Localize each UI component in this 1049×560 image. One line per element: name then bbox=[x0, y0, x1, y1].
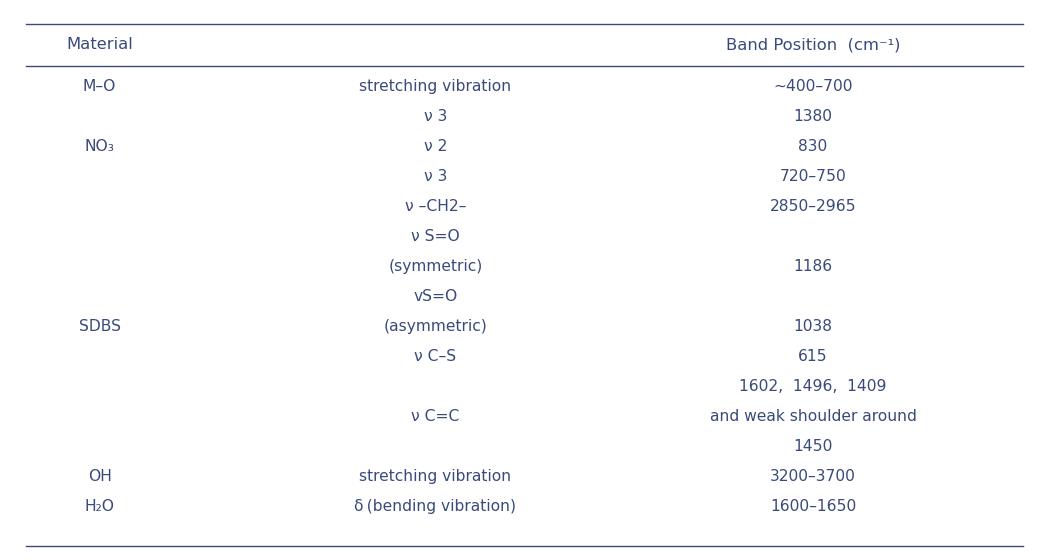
Text: 1600–1650: 1600–1650 bbox=[770, 499, 856, 514]
Text: ν C=C: ν C=C bbox=[411, 409, 459, 424]
Text: 1450: 1450 bbox=[793, 439, 833, 454]
Text: M–O: M–O bbox=[83, 80, 116, 94]
Text: ν C–S: ν C–S bbox=[414, 349, 456, 364]
Text: vS=O: vS=O bbox=[413, 289, 457, 304]
Text: OH: OH bbox=[88, 469, 111, 484]
Text: stretching vibration: stretching vibration bbox=[359, 80, 512, 94]
Text: and weak shoulder around: and weak shoulder around bbox=[709, 409, 917, 424]
Text: 830: 830 bbox=[798, 139, 828, 154]
Text: 1602,  1496,  1409: 1602, 1496, 1409 bbox=[740, 379, 886, 394]
Text: 1380: 1380 bbox=[793, 109, 833, 124]
Text: ν S=O: ν S=O bbox=[411, 229, 459, 244]
Text: 615: 615 bbox=[798, 349, 828, 364]
Text: Band Position  (cm⁻¹): Band Position (cm⁻¹) bbox=[726, 38, 900, 52]
Text: δ (bending vibration): δ (bending vibration) bbox=[355, 499, 516, 514]
Text: Material: Material bbox=[66, 38, 133, 52]
Text: 720–750: 720–750 bbox=[779, 169, 847, 184]
Text: ν –CH2–: ν –CH2– bbox=[405, 199, 466, 214]
Text: ~400–700: ~400–700 bbox=[773, 80, 853, 94]
Text: 3200–3700: 3200–3700 bbox=[770, 469, 856, 484]
Text: ν 2: ν 2 bbox=[424, 139, 447, 154]
Text: 1038: 1038 bbox=[793, 319, 833, 334]
Text: H₂O: H₂O bbox=[85, 499, 114, 514]
Text: (symmetric): (symmetric) bbox=[388, 259, 483, 274]
Text: NO₃: NO₃ bbox=[85, 139, 114, 154]
Text: ν 3: ν 3 bbox=[424, 109, 447, 124]
Text: ν 3: ν 3 bbox=[424, 169, 447, 184]
Text: 2850–2965: 2850–2965 bbox=[770, 199, 856, 214]
Text: SDBS: SDBS bbox=[79, 319, 121, 334]
Text: stretching vibration: stretching vibration bbox=[359, 469, 512, 484]
Text: (asymmetric): (asymmetric) bbox=[384, 319, 487, 334]
Text: 1186: 1186 bbox=[793, 259, 833, 274]
